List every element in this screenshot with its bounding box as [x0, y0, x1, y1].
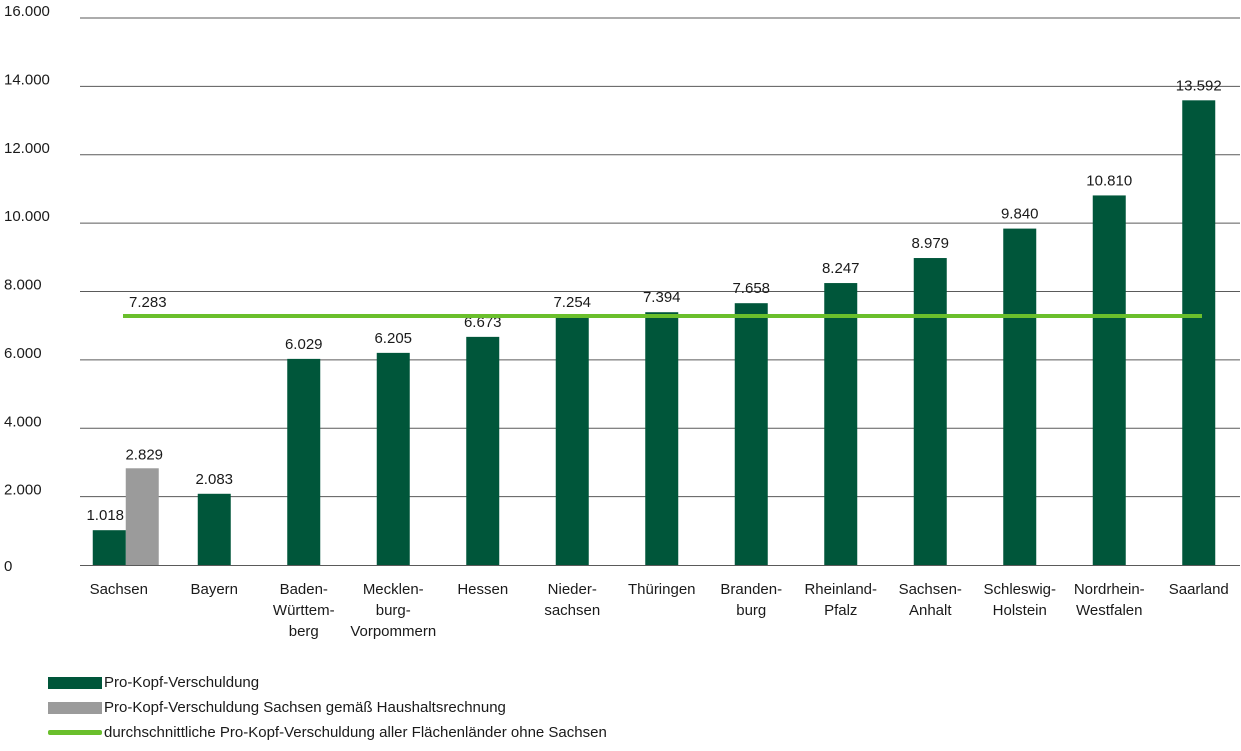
x-category-label: Thüringen — [628, 581, 696, 598]
y-tick-label: 8.000 — [4, 277, 42, 294]
x-category-label: Rheinland- — [804, 581, 877, 598]
data-label: 6.029 — [285, 336, 323, 353]
bar-pro-kopf — [1092, 195, 1126, 566]
x-category-label: Branden- — [720, 581, 782, 598]
x-category-label: Holstein — [993, 602, 1047, 619]
legend-swatch-green — [48, 676, 102, 689]
x-category-label: Vorpommern — [350, 623, 436, 640]
x-category-label: Hessen — [457, 581, 508, 598]
bar-pro-kopf — [1182, 100, 1216, 566]
x-category-label: berg — [289, 623, 319, 640]
x-category-label: Bayern — [190, 581, 238, 598]
data-label: 9.840 — [1001, 206, 1039, 223]
bar-pro-kopf — [197, 493, 231, 565]
legend-label-pro-kopf: Pro-Kopf-Verschuldung — [104, 674, 260, 691]
x-category-label: Pfalz — [824, 602, 857, 619]
bar-pro-kopf — [824, 283, 858, 565]
x-category-label: Saarland — [1169, 581, 1229, 598]
bar-pro-kopf — [1003, 228, 1037, 565]
bar-chart: 0 2.000 4.000 6.000 8.000 10.000 12.000 14.000 1… — [4, 3, 1240, 640]
y-tick-label: 0 — [4, 558, 12, 575]
data-label: 7.394 — [643, 289, 681, 306]
legend-item-sachsen-haushalt: Pro-Kopf-Verschuldung Sachsen gemäß Haus… — [48, 695, 607, 720]
legend: Pro-Kopf-Verschuldung Pro-Kopf-Verschuld… — [48, 670, 607, 745]
data-label: 1.018 — [86, 507, 124, 524]
data-label: 2.083 — [195, 471, 233, 488]
y-tick-label: 14.000 — [4, 71, 50, 88]
data-label: 6.205 — [374, 330, 412, 347]
data-label: 13.592 — [1176, 77, 1222, 94]
legend-label-average: durchschnittliche Pro-Kopf-Verschuldung … — [104, 724, 607, 741]
x-category-label: Baden- — [280, 581, 328, 598]
y-tick-label: 16.000 — [4, 3, 50, 20]
x-category-label: Sachsen- — [899, 581, 962, 598]
data-label: 7.254 — [553, 294, 591, 311]
x-category-label: Schleswig- — [983, 581, 1056, 598]
y-tick-label: 2.000 — [4, 482, 42, 499]
bar-pro-kopf — [92, 530, 126, 565]
x-category-label: Württem- — [273, 602, 335, 619]
bar-pro-kopf — [466, 336, 500, 565]
x-category-label: Mecklen- — [363, 581, 424, 598]
x-category-label: Anhalt — [909, 602, 952, 619]
x-category-label: sachsen — [544, 602, 600, 619]
bar-pro-kopf — [645, 312, 679, 565]
data-label: 2.829 — [125, 446, 163, 463]
y-tick-label: 10.000 — [4, 208, 50, 225]
bar-pro-kopf — [287, 358, 321, 565]
x-category-label: Nieder- — [548, 581, 597, 598]
y-tick-label: 4.000 — [4, 413, 42, 430]
data-label: 10.810 — [1086, 172, 1132, 189]
x-category-label: Westfalen — [1076, 602, 1142, 619]
legend-label-sachsen-haushalt: Pro-Kopf-Verschuldung Sachsen gemäß Haus… — [104, 699, 506, 716]
legend-item-pro-kopf: Pro-Kopf-Verschuldung — [48, 670, 607, 695]
legend-item-average: durchschnittliche Pro-Kopf-Verschuldung … — [48, 720, 607, 745]
y-tick-label: 6.000 — [4, 345, 42, 362]
average-line-label: 7.283 — [129, 294, 167, 311]
bar-sachsen-haushalt — [125, 468, 159, 565]
bar-pro-kopf — [913, 258, 947, 565]
data-label: 8.979 — [911, 235, 949, 252]
data-label: 6.673 — [464, 314, 502, 331]
x-category-label: burg- — [376, 602, 411, 619]
x-category-label: Sachsen — [90, 581, 148, 598]
legend-swatch-line — [48, 730, 102, 735]
bar-pro-kopf — [734, 303, 768, 565]
data-label: 8.247 — [822, 260, 860, 277]
legend-swatch-grey — [48, 701, 102, 714]
x-category-label: Nordrhein- — [1074, 581, 1145, 598]
bar-pro-kopf — [555, 317, 589, 565]
x-category-label: burg — [736, 602, 766, 619]
y-tick-label: 12.000 — [4, 140, 50, 157]
bar-pro-kopf — [376, 352, 410, 565]
data-label: 7.658 — [732, 280, 770, 297]
